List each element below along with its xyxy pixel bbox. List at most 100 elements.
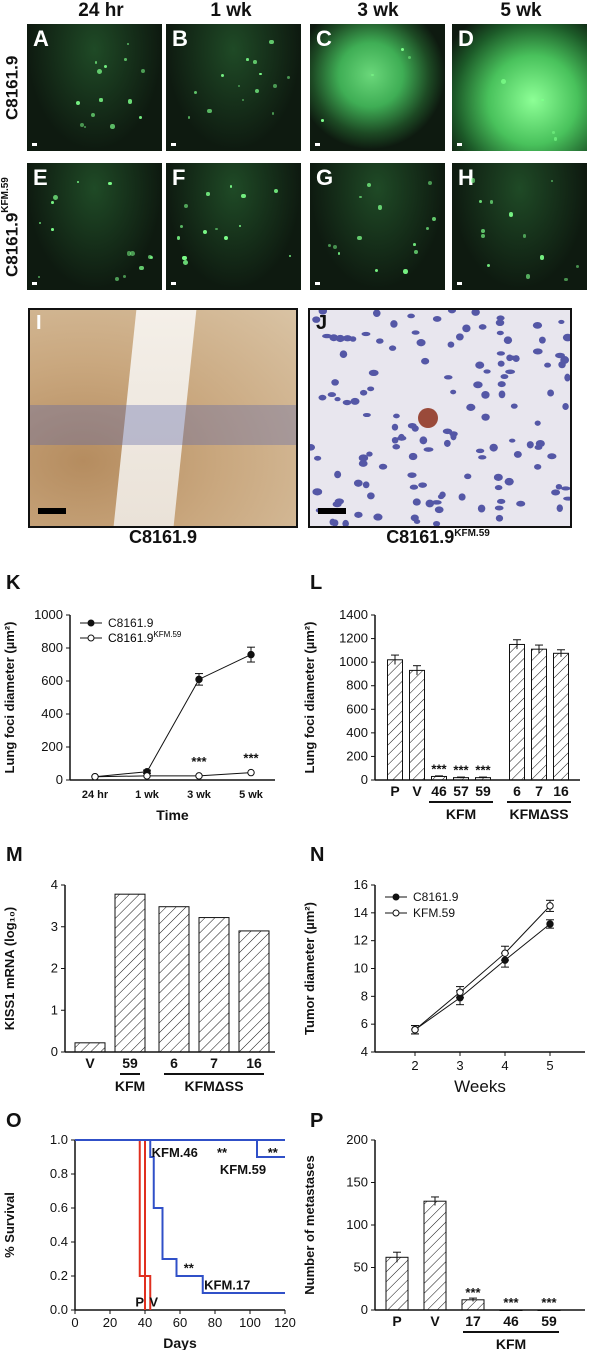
- survival-curve: [75, 1139, 146, 1310]
- fluorescent-spot: [50, 201, 54, 205]
- data-point: [501, 949, 509, 957]
- group-label: KFM: [446, 806, 476, 822]
- column-header-5wk: 5 wk: [500, 0, 542, 21]
- panel-label-o: O: [6, 1110, 22, 1132]
- y-tick-label: 0.8: [50, 1166, 68, 1181]
- panel-label-p: P: [310, 1110, 324, 1132]
- y-tick-label: 600: [346, 701, 368, 716]
- x-tick-label: V: [85, 1055, 95, 1071]
- fluorescent-spot: [253, 60, 257, 64]
- y-tick-label: 0: [56, 772, 63, 787]
- fluorescent-spot: [287, 75, 291, 80]
- curve-label: KFM.59: [220, 1162, 266, 1177]
- series-line: [94, 654, 252, 778]
- survival-curve: [75, 1139, 285, 1294]
- fluorescent-spot: [552, 131, 555, 134]
- x-tick-label: 40: [138, 1315, 152, 1330]
- bar: [387, 659, 403, 781]
- fluorescent-spot: [179, 225, 184, 229]
- legend-marker: [87, 634, 95, 642]
- significance-label: ***: [191, 754, 207, 769]
- fluorescent-spot: [241, 98, 244, 102]
- data-point: [195, 772, 203, 780]
- x-tick-label: 24 hr: [82, 789, 109, 801]
- micrograph-b: B: [166, 24, 301, 151]
- y-tick-label: 0.6: [50, 1200, 68, 1215]
- x-tick-label: 6: [513, 783, 521, 799]
- group-label: KFM: [115, 1078, 145, 1094]
- fluorescent-spot: [94, 61, 98, 64]
- x-tick-label: 59: [541, 1313, 557, 1329]
- column-header-1wk: 1 wk: [210, 0, 252, 21]
- y-tick-label: 16: [354, 877, 368, 892]
- fluorescent-spot: [202, 230, 208, 235]
- fluorescent-spot: [238, 225, 242, 228]
- fluorescent-spot: [271, 112, 275, 115]
- panel-label-n: N: [310, 844, 325, 866]
- bar: [423, 1200, 447, 1311]
- x-tick-label: 5: [546, 1058, 553, 1073]
- fluorescent-spot: [479, 200, 482, 204]
- fluorescent-spot: [254, 89, 259, 94]
- fluorescent-spot: [99, 98, 103, 102]
- significance-label: ***: [431, 761, 447, 776]
- fluorescent-spot: [501, 78, 507, 84]
- micrograph-c: C: [310, 24, 445, 151]
- y-tick-label: 4: [361, 1044, 368, 1059]
- chart-m: 0 1 2 3 4 KISS1 mRNA (log₁₀) V 59 6 7 16 KFM KFMΔSS: [2, 877, 275, 1094]
- fluorescent-spot: [525, 274, 531, 280]
- fluorescent-spot: [52, 195, 58, 201]
- fluorescent-spot: [96, 68, 102, 74]
- fluorescent-spot: [337, 251, 341, 255]
- fluorescent-spot: [124, 58, 127, 62]
- y-axis-label: Number of metastases: [302, 1155, 317, 1294]
- x-tick-label: 46: [431, 783, 447, 799]
- fluorescent-spot: [83, 125, 87, 128]
- y-tick-label: 50: [354, 1260, 368, 1275]
- group-label: KFMΔSS: [509, 806, 568, 822]
- x-tick-label: 57: [453, 783, 469, 799]
- y-tick-label: 0: [361, 1302, 368, 1317]
- x-axis-label: Time: [156, 807, 189, 823]
- fluorescent-spot: [108, 181, 112, 186]
- x-tick-label: 3: [456, 1058, 463, 1073]
- bar: [198, 917, 230, 1053]
- fluorescent-spot: [471, 178, 476, 183]
- fluorescent-spot: [139, 265, 144, 271]
- y-tick-label: 100: [346, 1217, 368, 1232]
- y-tick-label: 0.2: [50, 1268, 68, 1283]
- x-axis-label: Days: [163, 1335, 197, 1350]
- y-tick-label: 150: [346, 1175, 368, 1190]
- y-tick-label: 400: [41, 706, 63, 721]
- curve-label: KFM.46: [152, 1145, 198, 1160]
- chart-p: 0 50 100 150 200 Number of metastases P V 17 46 59…: [302, 1132, 585, 1350]
- group-label: KFMΔSS: [184, 1078, 243, 1094]
- significance-label: ***: [465, 1285, 481, 1300]
- fluorescent-spot: [215, 227, 218, 231]
- fluorescent-spot: [127, 99, 132, 104]
- panel-label-m: M: [6, 844, 23, 866]
- x-tick-label: 17: [465, 1313, 481, 1329]
- y-axis-label: Tumor diameter (µm²): [302, 902, 317, 1035]
- legend-label: C8161.9: [413, 890, 459, 904]
- fluorescent-spot: [147, 254, 152, 260]
- x-tick-label: 120: [274, 1315, 296, 1330]
- curve-label: **: [184, 1261, 195, 1276]
- y-tick-label: 0: [51, 1044, 58, 1059]
- fluorescent-spot: [320, 119, 324, 123]
- y-axis-label: Lung foci diameter (µm²): [302, 622, 317, 774]
- fluorescent-spot: [272, 83, 277, 88]
- bar: [158, 906, 190, 1053]
- chart-o: 0.0 0.2 0.4 0.6 0.8 1.0 % Survival Days 0 20 40 60 8…: [2, 1132, 296, 1350]
- x-tick-label: 60: [173, 1315, 187, 1330]
- fluorescent-spot: [114, 277, 119, 282]
- fluorescent-spot: [400, 47, 405, 51]
- fluorescent-spot: [138, 115, 142, 119]
- fluorescent-spot: [129, 251, 135, 257]
- fluorescent-spot: [564, 277, 568, 281]
- significance-label: ***: [243, 751, 259, 766]
- bar: [531, 648, 547, 781]
- row-label-c8161-kfm59: C8161.9KFM.59: [0, 177, 22, 277]
- significance-label: ***: [453, 763, 469, 778]
- fluorescent-spot: [356, 235, 362, 241]
